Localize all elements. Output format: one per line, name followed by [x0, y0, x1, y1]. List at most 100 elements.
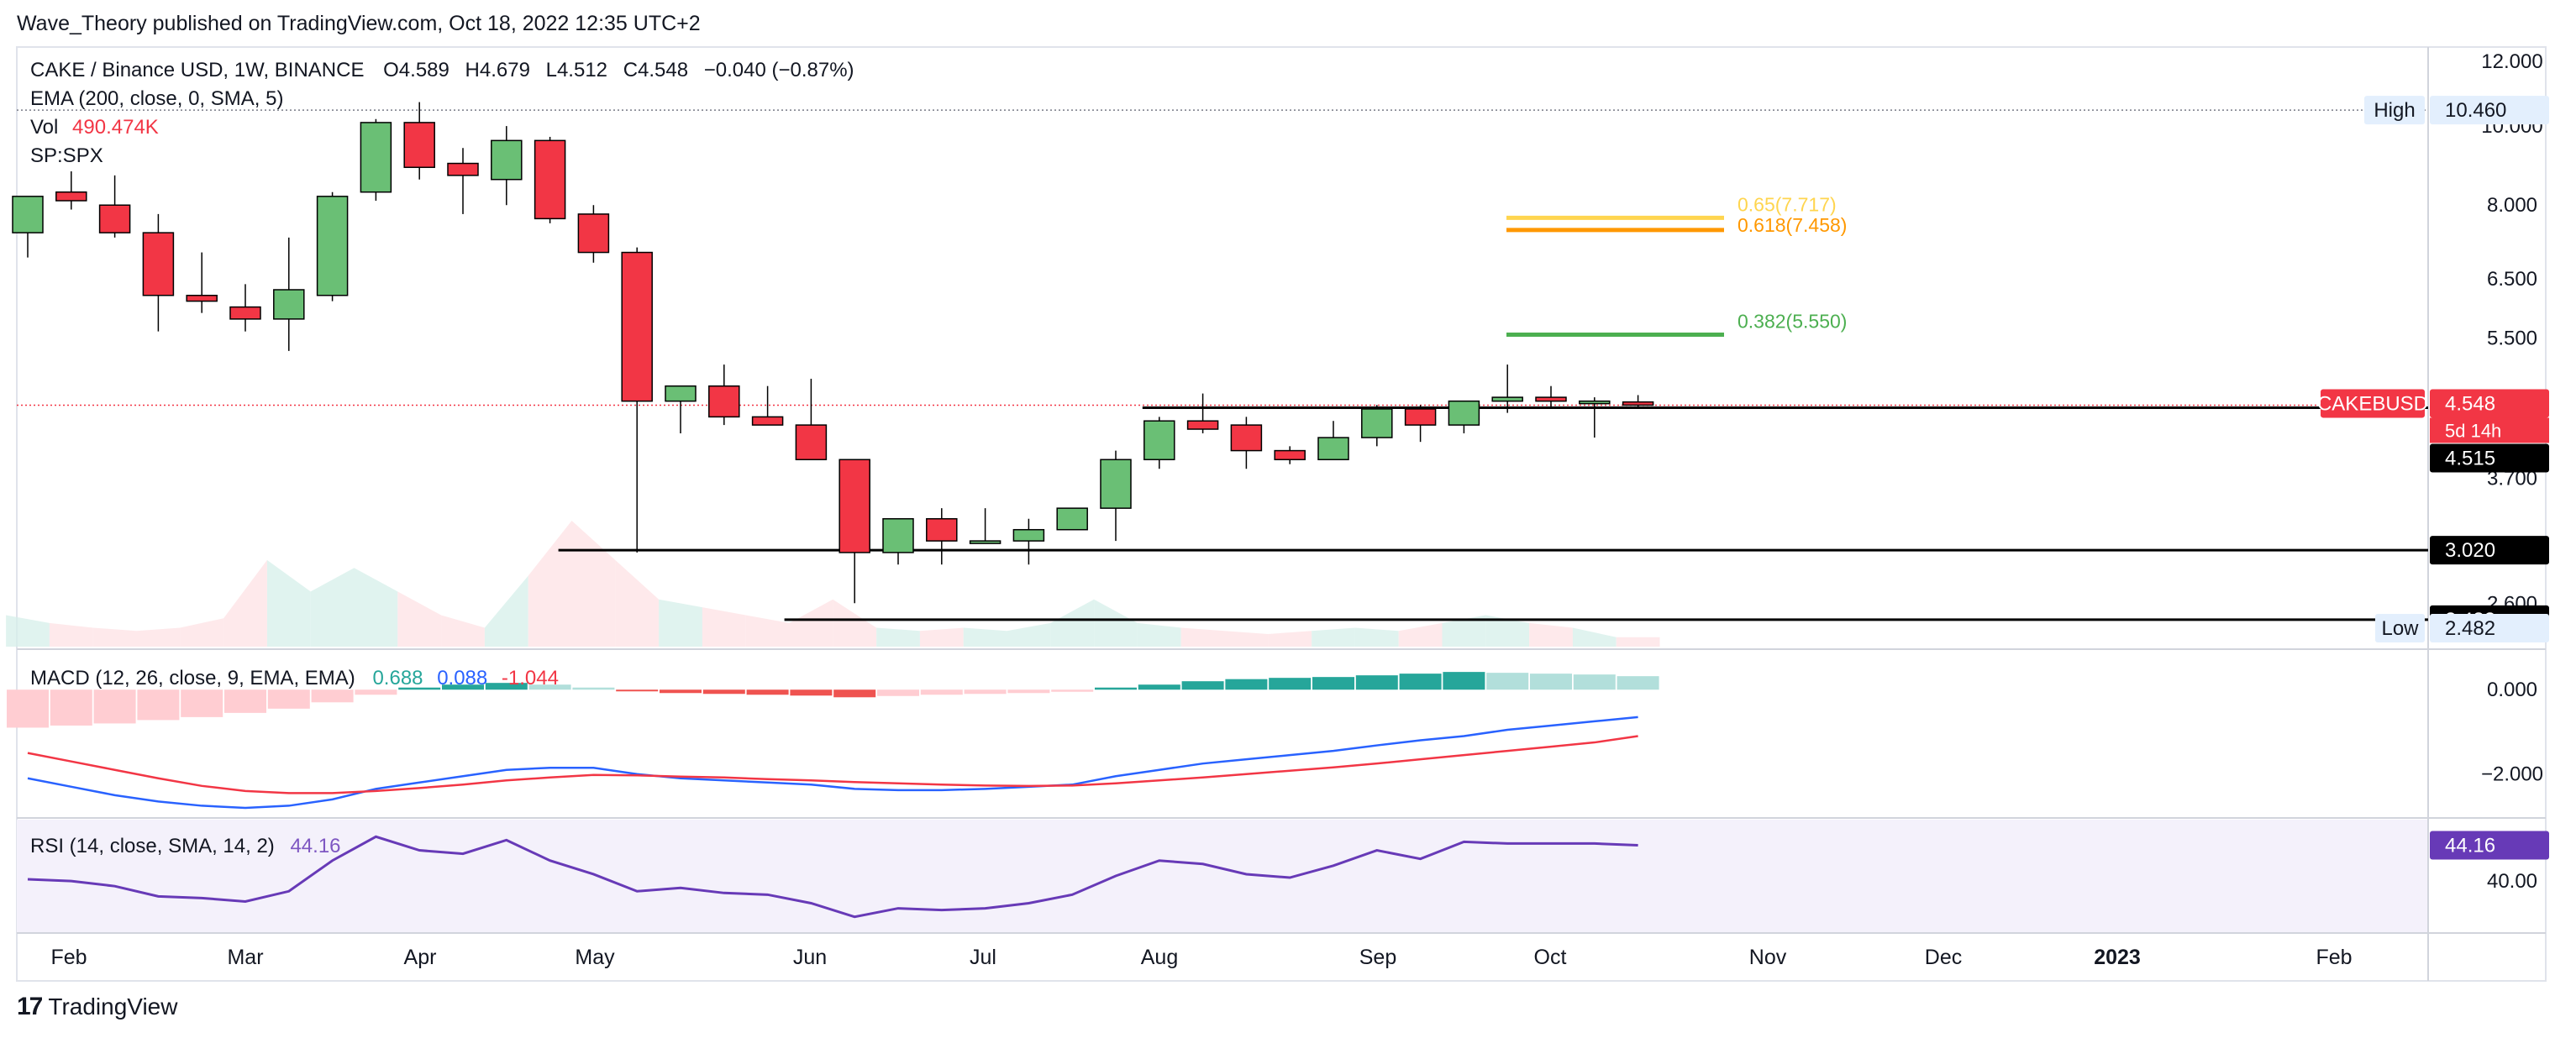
high-marker-label: High	[2374, 99, 2415, 122]
macd-histogram-bar	[1355, 675, 1398, 690]
x-tick: 2023	[2094, 946, 2141, 969]
volume-layer	[6, 521, 1660, 647]
vol-value: 490.474K	[72, 116, 159, 139]
macd-histogram-bar	[833, 689, 876, 698]
volume-bar	[136, 627, 181, 647]
fib-label: 0.618(7.458)	[1737, 214, 1847, 236]
macd-line	[27, 716, 1638, 810]
tradingview-logo[interactable]: 17 TradingView	[17, 993, 177, 1021]
fib-layer: 0.65(7.717)0.618(7.458) 0.382(5.550)	[1506, 193, 1847, 337]
candle-body	[1100, 459, 1132, 509]
volume-bar	[223, 559, 267, 647]
volume-bar	[876, 627, 920, 647]
high-marker-value: 10.460	[2445, 99, 2506, 122]
macd-histogram-bar	[660, 689, 702, 694]
volume-bar	[1398, 622, 1443, 647]
macd-histogram-bar	[137, 689, 180, 721]
low-marker-value-bg	[2430, 614, 2549, 642]
macd-histogram-bar	[485, 683, 528, 690]
chart-frame	[16, 46, 2547, 982]
countdown-bg	[2430, 417, 2549, 443]
volume-legend[interactable]: Vol 490.474K	[30, 116, 159, 139]
ema-legend[interactable]: EMA (200, close, 0, SMA, 5)	[30, 87, 284, 110]
high-marker-label-bg	[2364, 96, 2425, 125]
x-tick: Dec	[1925, 946, 1962, 969]
volume-bar	[6, 615, 50, 647]
volume-bar	[528, 521, 572, 647]
candle-body	[839, 459, 870, 553]
volume-bar	[354, 568, 398, 647]
volume-bar	[266, 559, 311, 647]
candle-body	[316, 196, 349, 296]
macd-histogram-bar	[616, 689, 659, 692]
macd-line-value: 0.088	[437, 667, 488, 689]
volume-bar	[1224, 631, 1269, 647]
symbol-legend[interactable]: CAKE / Binance USD, 1W, BINANCE O4.589 H…	[30, 59, 854, 82]
candle-body	[1361, 408, 1393, 438]
last-price-marker: CAKEBUSD 4.548	[2317, 389, 2549, 418]
candle-body	[1186, 420, 1219, 430]
candle-body	[447, 162, 479, 176]
macd-histogram-bar	[964, 689, 1007, 695]
candle-body	[1404, 408, 1437, 426]
candle-body	[229, 306, 261, 320]
candle-body	[403, 122, 435, 169]
macd-histogram-bar	[181, 689, 223, 717]
macd-histogram-bar	[1530, 674, 1572, 690]
macd-histogram-bar	[1573, 674, 1616, 690]
macd-histogram-bar	[1617, 676, 1659, 690]
macd-histogram-bar	[1269, 678, 1312, 690]
macd-legend[interactable]: MACD (12, 26, close, 9, EMA, EMA) 0.688 …	[30, 667, 559, 690]
macd-histogram-bar	[398, 687, 441, 690]
candle-body	[1448, 400, 1480, 426]
candle-body	[12, 196, 44, 233]
macd-histogram-bar	[442, 684, 484, 690]
last-price-marker-label-bg	[2321, 389, 2425, 418]
low-marker: Low 2.482	[2375, 614, 2549, 642]
macd-histogram-bar	[702, 689, 745, 695]
macd-signal-value: -1.044	[501, 667, 559, 689]
candle-body	[1230, 424, 1263, 452]
rsi-value-marker: 44.16	[2445, 834, 2495, 857]
candle-body	[665, 385, 697, 402]
candle-body	[360, 122, 392, 193]
macd-histogram-bar	[746, 689, 789, 695]
tv-logo-icon: 17	[17, 993, 43, 1020]
macd-histogram-bar	[355, 689, 397, 695]
macd-histogram-bar	[267, 689, 310, 709]
publisher-line: Wave_Theory published on TradingView.com…	[17, 12, 701, 35]
low-marker-label-bg	[2375, 614, 2425, 642]
macd-histogram-bar	[311, 689, 354, 703]
macd-histogram-bar	[877, 689, 919, 696]
candle-body	[142, 232, 175, 296]
high-marker-value-bg	[2430, 96, 2549, 125]
candle-body	[1274, 449, 1306, 461]
macd-histogram-bar	[93, 689, 136, 724]
level-3020-marker-value: 3.020	[2445, 539, 2495, 562]
x-tick: Oct	[1534, 946, 1567, 969]
candle-body	[491, 139, 523, 181]
volume-bar	[49, 622, 93, 647]
macd-histogram-bar	[50, 689, 92, 726]
volume-bar	[702, 607, 746, 647]
axis-layer: 12.00010.0008.0006.5005.5003.7003.0202.6…	[50, 50, 2549, 969]
rsi-legend[interactable]: RSI (14, close, SMA, 14, 2) 44.16	[30, 835, 341, 858]
candle-body	[55, 191, 87, 202]
macd-histogram-bar	[224, 689, 266, 713]
level-3020-marker-value-bg	[2430, 536, 2549, 565]
candle-body	[1579, 400, 1611, 405]
volume-bar	[1137, 622, 1181, 647]
level-4515-marker-value-bg	[2430, 443, 2549, 473]
ohlc-high: H4.679	[465, 59, 530, 81]
rsi-value-bg	[2430, 831, 2549, 860]
candle-body	[969, 540, 1001, 544]
candle-body	[98, 204, 131, 233]
volume-bar	[963, 627, 1007, 647]
macd-hist-value: 0.688	[372, 667, 423, 689]
spx-legend[interactable]: SP:SPX	[30, 144, 103, 167]
ohlc-close: C4.548	[623, 59, 689, 81]
candles-layer	[12, 102, 1654, 604]
symbol-label: CAKE / Binance USD, 1W, BINANCE	[30, 59, 365, 81]
macd-tick: −2.000	[2481, 763, 2543, 786]
